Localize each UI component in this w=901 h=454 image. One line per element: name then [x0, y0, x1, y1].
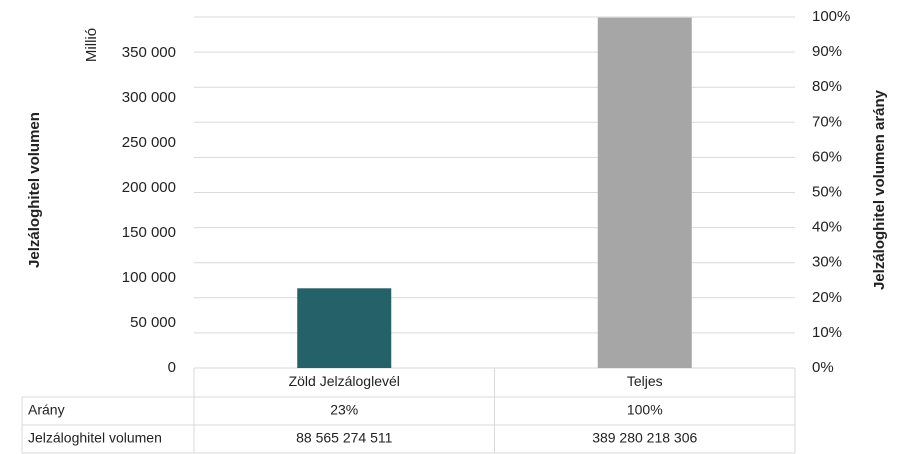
table-cell: 88 565 274 511 — [296, 430, 392, 446]
y2-tick-label: 90% — [812, 43, 842, 60]
y-tick-label: 300 000 — [122, 89, 176, 106]
y2-tick-label: 10% — [812, 324, 842, 341]
table-cell: 389 280 218 306 — [592, 430, 697, 446]
y2-tick-label: 70% — [812, 113, 842, 130]
y-tick-label: 100 000 — [122, 269, 176, 286]
y2-tick-label: 20% — [812, 289, 842, 306]
table-cell: 23% — [330, 402, 358, 418]
table-cell: 100% — [627, 402, 663, 418]
y2-tick-label: 100% — [812, 8, 850, 25]
y2-tick-label: 30% — [812, 254, 842, 271]
bar — [597, 17, 692, 369]
y-tick-label: 0 — [168, 359, 176, 376]
x-tick-label: Zöld Jelzáloglevél — [289, 373, 400, 389]
y-axis-title: Jelzáloghitel volumen — [26, 112, 43, 268]
bar — [297, 288, 392, 368]
y2-tick-label: 60% — [812, 148, 842, 165]
table-row-header: Arány — [28, 402, 65, 418]
y2-tick-label: 80% — [812, 78, 842, 95]
x-tick-label: Teljes — [627, 373, 663, 389]
y-tick-label: 200 000 — [122, 179, 176, 196]
y2-tick-label: 50% — [812, 183, 842, 200]
y2-axis-title: Jelzáloghitel volumen arány — [871, 89, 888, 290]
y-tick-label: 50 000 — [130, 314, 176, 331]
y2-tick-label: 0% — [812, 359, 834, 376]
y-tick-label: 350 000 — [122, 44, 176, 61]
y-tick-label: 250 000 — [122, 134, 176, 151]
y-axis-unit: Millió — [83, 28, 100, 62]
y2-tick-label: 40% — [812, 219, 842, 236]
y-tick-label: 150 000 — [122, 224, 176, 241]
table-row-header: Jelzáloghitel volumen — [28, 430, 162, 446]
